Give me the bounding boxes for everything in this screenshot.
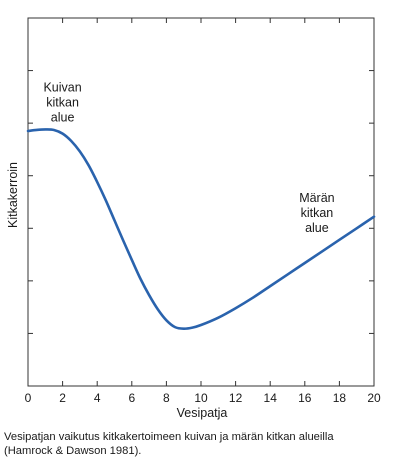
- annotation-line: Märän: [299, 191, 334, 205]
- x-axis-label: Vesipatja: [177, 406, 228, 420]
- x-tick-label: 8: [163, 391, 170, 405]
- annotation-line: Kuivan: [43, 81, 81, 95]
- x-tick-label: 12: [229, 391, 243, 405]
- friction-curve: [26, 128, 376, 331]
- annotation-label: Kuivan kitkan alue: [43, 81, 81, 125]
- annotation-line: kitkan: [301, 206, 334, 220]
- annotation-label: Märän kitkan alue: [299, 191, 334, 235]
- x-tick-label: 16: [298, 391, 312, 405]
- x-tick-label: 14: [264, 391, 278, 405]
- annotation-line: alue: [51, 111, 75, 125]
- figure-caption: Vesipatjan vaikutus kitkakertoimeen kuiv…: [4, 430, 396, 458]
- caption-line-1: Vesipatjan vaikutus kitkakertoimeen kuiv…: [4, 431, 334, 443]
- annotation-line: alue: [305, 221, 329, 235]
- x-tick-label: 0: [25, 391, 32, 405]
- x-tick-label: 6: [128, 391, 135, 405]
- y-axis-label: Kitkakerroin: [6, 162, 20, 228]
- annotation-line: kitkan: [46, 96, 79, 110]
- ticks: 0 2 4 6 8 10 12 14 16 18 20: [25, 18, 381, 405]
- series: [26, 128, 376, 331]
- x-tick-label: 18: [333, 391, 347, 405]
- x-tick-label: 10: [194, 391, 208, 405]
- caption-line-2: (Hamrock & Dawson 1981).: [4, 445, 142, 457]
- x-tick-label: 4: [94, 391, 101, 405]
- x-tick-label: 20: [367, 391, 381, 405]
- x-tick-label: 2: [59, 391, 66, 405]
